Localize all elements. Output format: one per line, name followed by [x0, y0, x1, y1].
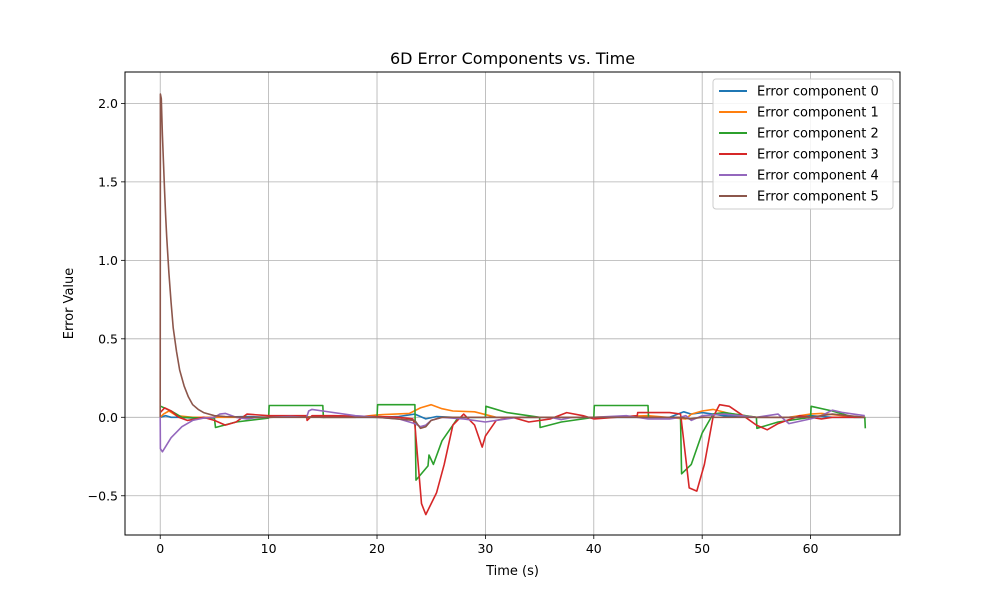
y-axis-label: Error Value: [62, 268, 77, 340]
y-tick-label: 2.0: [98, 96, 118, 111]
legend-label-0: Error component 0: [757, 85, 879, 100]
x-tick-label: 60: [803, 541, 819, 556]
y-tick-label: 0.0: [98, 410, 118, 425]
legend: Error component 0 Error component 1 Error …: [712, 78, 894, 210]
x-tick-label: 30: [477, 541, 493, 556]
y-tick-label: 1.0: [98, 253, 118, 268]
series-line-5: [159, 93, 865, 430]
legend-label-2: Error component 2: [757, 127, 879, 142]
legend-label-4: Error component 4: [757, 169, 879, 184]
x-tick-label: 10: [261, 541, 277, 556]
legend-box: [712, 78, 894, 210]
legend-label-1: Error component 1: [757, 106, 879, 121]
x-tick-label: 20: [369, 541, 385, 556]
x-axis-label: Time (s): [485, 564, 539, 579]
y-tick-label: 1.5: [98, 174, 118, 189]
legend-label-5: Error component 5: [757, 190, 879, 205]
axis-ticks: 0 10 20 30 40 50 60 −0.5 0.0 0.5 1.0 1.5 2.0: [88, 96, 819, 556]
plot-frame: [124, 71, 901, 536]
x-tick-label: 0: [156, 541, 164, 556]
x-tick-label: 50: [694, 541, 710, 556]
chart-title: 6D Error Components vs. Time: [390, 49, 635, 68]
y-tick-label: 0.5: [98, 331, 118, 346]
series-layer: [159, 93, 867, 516]
x-tick-label: 40: [586, 541, 602, 556]
legend-label-3: Error component 3: [757, 148, 879, 163]
y-tick-label: −0.5: [88, 488, 118, 503]
